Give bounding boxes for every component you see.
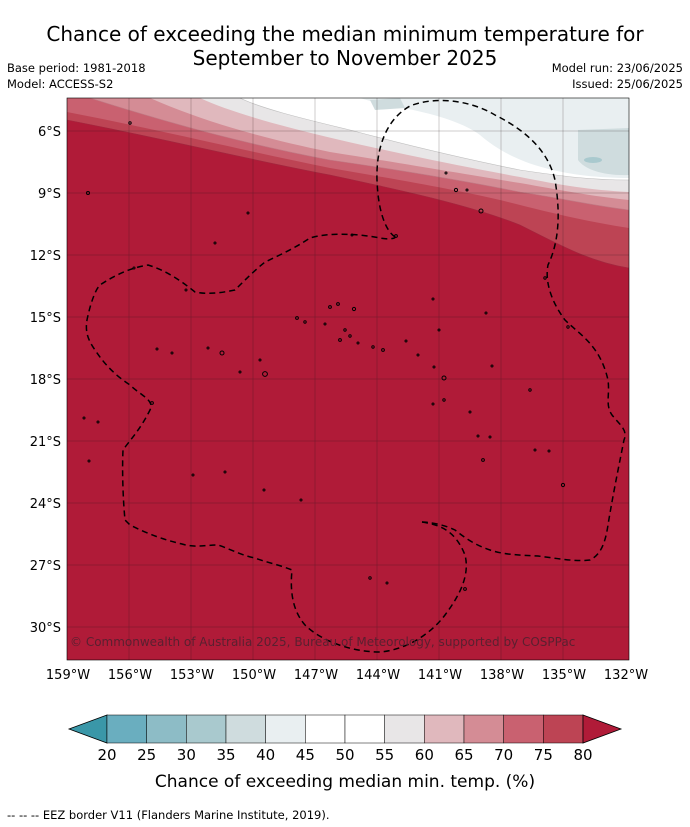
colorbar-segment — [344, 714, 385, 744]
lat-label: 30°S — [30, 621, 61, 636]
map-frame — [66, 97, 630, 661]
lat-label: 12°S — [30, 249, 61, 264]
colorbar-tick-label: 70 — [494, 746, 513, 764]
lat-label: 24°S — [30, 497, 61, 512]
issued-date: Issued: 25/06/2025 — [572, 77, 683, 91]
model-run: Model run: 23/06/2025 — [551, 61, 683, 75]
band-35 — [578, 128, 629, 176]
longitude-labels: 159°W 156°W 153°W 150°W 147°W 144°W 141°… — [46, 668, 648, 683]
lon-label: 144°W — [356, 668, 400, 683]
title-line-1: Chance of exceeding the median minimum t… — [46, 22, 644, 46]
colorbar-segment — [146, 714, 187, 744]
meta-right: Model run: 23/06/2025 Issued: 25/06/2025 — [552, 60, 683, 92]
colorbar-segment — [106, 714, 147, 744]
lon-label: 141°W — [418, 668, 462, 683]
colorbar-tick-label: 20 — [97, 746, 116, 764]
base-period: Base period: 1981-2018 — [7, 61, 146, 75]
colorbar-min-extension — [67, 714, 108, 744]
colorbar-ticks: 20 25 30 35 40 45 50 55 60 65 70 75 80 — [97, 746, 592, 764]
lon-label: 132°W — [604, 668, 648, 683]
colorbar-tick-label: 40 — [256, 746, 275, 764]
colorbar-segment — [265, 714, 306, 744]
lon-label: 147°W — [294, 668, 338, 683]
colorbar-segments — [67, 714, 623, 744]
band-30 — [584, 157, 602, 163]
colorbar-segment — [463, 714, 504, 744]
colorbar-tick-label: 45 — [296, 746, 315, 764]
map-gridlines — [67, 98, 629, 660]
band-40 — [360, 98, 629, 178]
latitude-labels: 6°S 9°S 12°S 15°S 18°S 21°S 24°S 27°S 30… — [30, 125, 61, 636]
map-figure: © Commonwealth of Australia 2025, Bureau… — [30, 97, 648, 683]
colorbar-tick-label: 60 — [415, 746, 434, 764]
lat-label: 27°S — [30, 559, 61, 574]
map-title: Chance of exceeding the median minimum t… — [0, 22, 690, 70]
lat-label: 15°S — [30, 311, 61, 326]
meta-left: Base period: 1981-2018 Model: ACCESS-S2 — [7, 60, 146, 92]
lon-label: 138°W — [480, 668, 524, 683]
colorbar-segment — [305, 714, 346, 744]
lon-label: 159°W — [46, 668, 90, 683]
contour-line — [67, 119, 629, 269]
colorbar-max-extension — [582, 714, 623, 744]
lat-label: 18°S — [30, 373, 61, 388]
colorbar-segment — [384, 714, 425, 744]
colorbar-tick-label: 35 — [216, 746, 235, 764]
lon-label: 153°W — [170, 668, 214, 683]
colorbar-segment — [503, 714, 544, 744]
title-line-2: September to November 2025 — [192, 46, 498, 70]
colorbar-segment — [543, 714, 584, 744]
lon-label: 150°W — [232, 668, 276, 683]
colorbar-tick-label: 50 — [335, 746, 354, 764]
eez-border-cook-islands-region — [85, 233, 467, 653]
lat-label: 6°S — [38, 125, 61, 140]
colorbar-tick-label: 30 — [177, 746, 196, 764]
model-name: Model: ACCESS-S2 — [7, 77, 114, 91]
colorbar-segment — [186, 714, 227, 744]
eez-border-french-polynesia — [376, 99, 626, 562]
colorbar-segment — [424, 714, 465, 744]
colorbar-tick-label: 65 — [454, 746, 473, 764]
contour-line — [89, 98, 629, 211]
eez-legend-note: -- -- -- EEZ border V11 (Flanders Marine… — [7, 808, 330, 822]
colorbar-tick-label: 55 — [375, 746, 394, 764]
colorbar-tick-label: 75 — [534, 746, 553, 764]
lon-label: 156°W — [108, 668, 152, 683]
copyright-notice: © Commonwealth of Australia 2025, Bureau… — [70, 635, 575, 649]
map-panel: © Commonwealth of Australia 2025, Bureau… — [67, 98, 629, 660]
contour-line — [239, 98, 629, 181]
colorbar-segment — [225, 714, 266, 744]
colorbar: 20 25 30 35 40 45 50 55 60 65 70 75 80 — [67, 714, 623, 764]
colorbar-tick-label: 25 — [137, 746, 156, 764]
lat-label: 21°S — [30, 435, 61, 450]
colorbar-label: Chance of exceeding median min. temp. (%… — [154, 772, 536, 792]
lat-label: 9°S — [38, 187, 61, 202]
colorbar-tick-label: 80 — [573, 746, 592, 764]
lon-label: 135°W — [542, 668, 586, 683]
island-outlines — [82, 121, 570, 591]
band-35-small — [370, 98, 405, 110]
